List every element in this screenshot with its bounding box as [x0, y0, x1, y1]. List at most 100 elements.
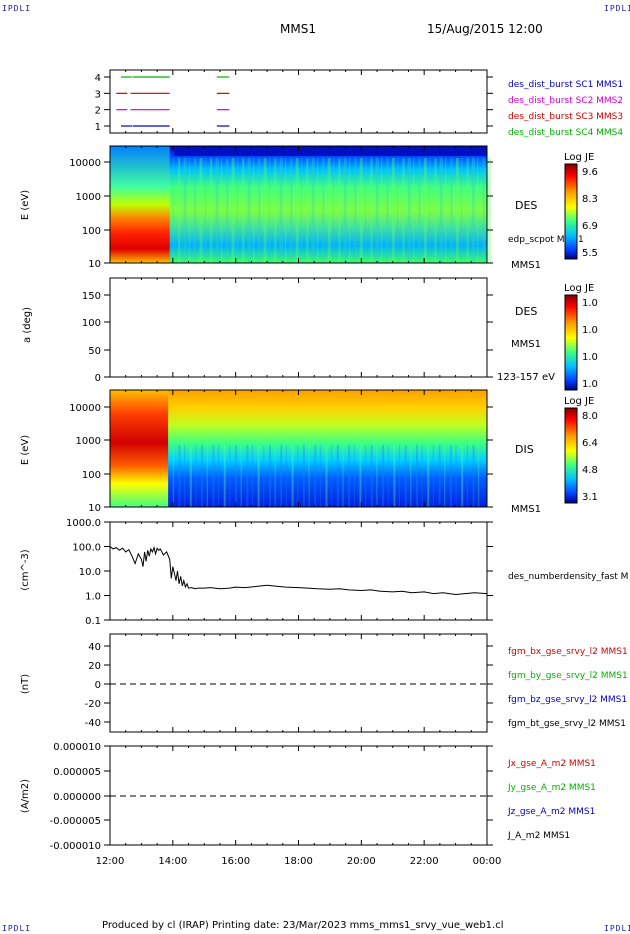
- dis-heatmap-stripe: [280, 445, 283, 507]
- footer-text: Produced by cl (IRAP) Printing date: 23/…: [102, 920, 504, 931]
- des-heatmap-stripe: [445, 158, 447, 263]
- density-y-tick-label: 1000.0: [66, 518, 101, 529]
- des-heatmap-stripe: [290, 158, 293, 263]
- des-heatmap-stripe: [242, 158, 245, 263]
- des-heatmap-stripe: [188, 158, 190, 263]
- corner-label-top-left: IPDLI: [2, 4, 32, 13]
- des-heatmap-stripe: [183, 158, 187, 263]
- des-pitch-colorbar-tick-label: 1.0: [582, 325, 598, 336]
- dis-heatmap-stripe: [399, 445, 401, 507]
- current-ylabel: (A/m2): [20, 779, 31, 813]
- dis-heatmap-stripe: [382, 445, 385, 507]
- des-heatmap-stripe: [354, 158, 357, 263]
- current-y-tick-label: 0.000000: [53, 792, 101, 803]
- dis-heatmap-stripe: [212, 445, 215, 507]
- bfield-legend-label: fgm_by_gse_srvy_l2 MMS1: [508, 671, 628, 681]
- dis-heatmap-stripe: [415, 445, 418, 507]
- dis-energy-y-tick-label: 10: [88, 503, 101, 514]
- des-pitch-y-tick-label: 150: [82, 291, 101, 302]
- des-energy-colorbar-tick-label: 9.6: [582, 167, 598, 178]
- dis-heatmap-stripe: [421, 445, 423, 507]
- current-y-tick-label: 0.000005: [53, 767, 101, 778]
- des-heatmap-stripe: [461, 158, 463, 263]
- des-heatmap-stripe: [252, 158, 254, 263]
- dis-energy-y-tick-label: 1000: [76, 436, 101, 447]
- des-energy-bottom-label: MMS1: [511, 260, 541, 271]
- des-pitch-y-tick-label: 100: [82, 318, 101, 329]
- dis-heatmap-stripe: [252, 445, 254, 507]
- des-heatmap-stripe: [402, 158, 405, 263]
- des-heatmap-stripe: [204, 158, 206, 263]
- density-ylabel: (cm^-3): [20, 549, 31, 590]
- des-heatmap-stripe: [418, 158, 421, 263]
- burst-panel-frame: [109, 69, 488, 134]
- des-heatmap-stripe: [343, 158, 347, 263]
- dis-energy-instrument-label: DIS: [515, 443, 534, 456]
- corner-label-top-right: IPDLI: [604, 4, 630, 13]
- dis-heatmap-stripe: [314, 445, 317, 507]
- des-heatmap-stripe: [247, 158, 251, 263]
- des-heatmap-stripe: [274, 158, 277, 263]
- des-energy-y-tick-label: 10000: [69, 158, 101, 169]
- dis-energy-colorbar-tick-label: 6.4: [582, 438, 598, 449]
- current-legend-label: Jz_gse_A_m2 MMS1: [507, 807, 595, 817]
- burst-legend-label: des_dist_burst SC2 MMS2: [508, 96, 623, 106]
- des-pitch-frame: [109, 277, 488, 378]
- bfield-y-tick-label: 0: [95, 680, 101, 691]
- dis-heatmap-stripe: [438, 445, 441, 507]
- des-pitch-ylabel: a (deg): [22, 307, 33, 343]
- des-heatmap-stripe: [236, 158, 238, 263]
- des-energy-overlay-label: edp_scpot MMS1: [508, 235, 584, 245]
- burst-y-tick-label: 2: [95, 106, 101, 117]
- bfield-ylabel: (nT): [20, 674, 31, 694]
- des-heatmap-stripe: [317, 158, 319, 263]
- density-y-tick-label: 0.1: [85, 616, 101, 627]
- des-heatmap-stripe: [365, 158, 367, 263]
- des-energy-y-tick-label: 1000: [76, 192, 101, 203]
- dis-heatmap-stripe: [189, 445, 192, 507]
- des-heatmap-stripe: [482, 158, 485, 263]
- header-datetime: 15/Aug/2015 12:00: [427, 22, 543, 36]
- dis-heatmap-stripe: [302, 445, 305, 507]
- dis-heatmap-stripe: [308, 445, 310, 507]
- dis-heatmap-stripe: [195, 445, 197, 507]
- des-pitch-colorbar-title: Log JE: [564, 283, 594, 294]
- time-axis-label: 16:00: [221, 856, 250, 867]
- des-heatmap-stripe: [199, 158, 203, 263]
- dis-heatmap-stripe: [229, 445, 231, 507]
- dis-heatmap-stripe: [432, 445, 434, 507]
- des-energy-instrument-label: DES: [515, 199, 537, 212]
- dis-heatmap-stripe: [427, 445, 430, 507]
- des-heatmap-stripe: [231, 158, 235, 263]
- dis-heatmap-stripe: [466, 445, 468, 507]
- burst-legend-label: des_dist_burst SC4 MMS4: [508, 128, 623, 138]
- time-axis-label: 22:00: [410, 856, 439, 867]
- burst-legend-label: des_dist_burst SC3 MMS3: [508, 112, 623, 122]
- des-energy-heatmap: [110, 146, 491, 263]
- dis-heatmap-stripe: [404, 445, 407, 507]
- des-heatmap-stripe: [215, 158, 219, 263]
- des-heatmap-high-energy-band: [174, 146, 487, 156]
- des-heatmap-stripe: [226, 158, 229, 263]
- bfield-y-tick-label: 40: [88, 642, 101, 653]
- des-pitch-colorbar-tick-label: 1.0: [582, 379, 598, 390]
- des-heatmap-stripe: [220, 158, 222, 263]
- des-heatmap-stripe: [423, 158, 427, 263]
- dis-heatmap-stripe: [461, 445, 464, 507]
- des-heatmap-stripe: [391, 158, 395, 263]
- des-heatmap-stripe: [311, 158, 315, 263]
- dis-energy-colorbar-title: Log JE: [564, 396, 594, 407]
- dis-heatmap-stripe: [387, 445, 389, 507]
- des-heatmap-stripe: [295, 158, 299, 263]
- dis-heatmap-stripe: [359, 445, 362, 507]
- dis-heatmap-stripe: [376, 445, 378, 507]
- des-pitch-colorbar-bar: [564, 294, 578, 391]
- bfield-y-tick-label: -40: [85, 718, 101, 729]
- burst-legend-label: des_dist_burst SC1 MMS1: [508, 80, 623, 90]
- des-heatmap-stripe: [434, 158, 437, 263]
- dis-heatmap-stripe: [393, 445, 396, 507]
- density-series-line: [109, 545, 488, 596]
- des-energy-colorbar-tick-label: 8.3: [582, 194, 598, 205]
- des-energy-colorbar-bar: [564, 163, 578, 260]
- dis-heatmap-stripe: [370, 445, 373, 507]
